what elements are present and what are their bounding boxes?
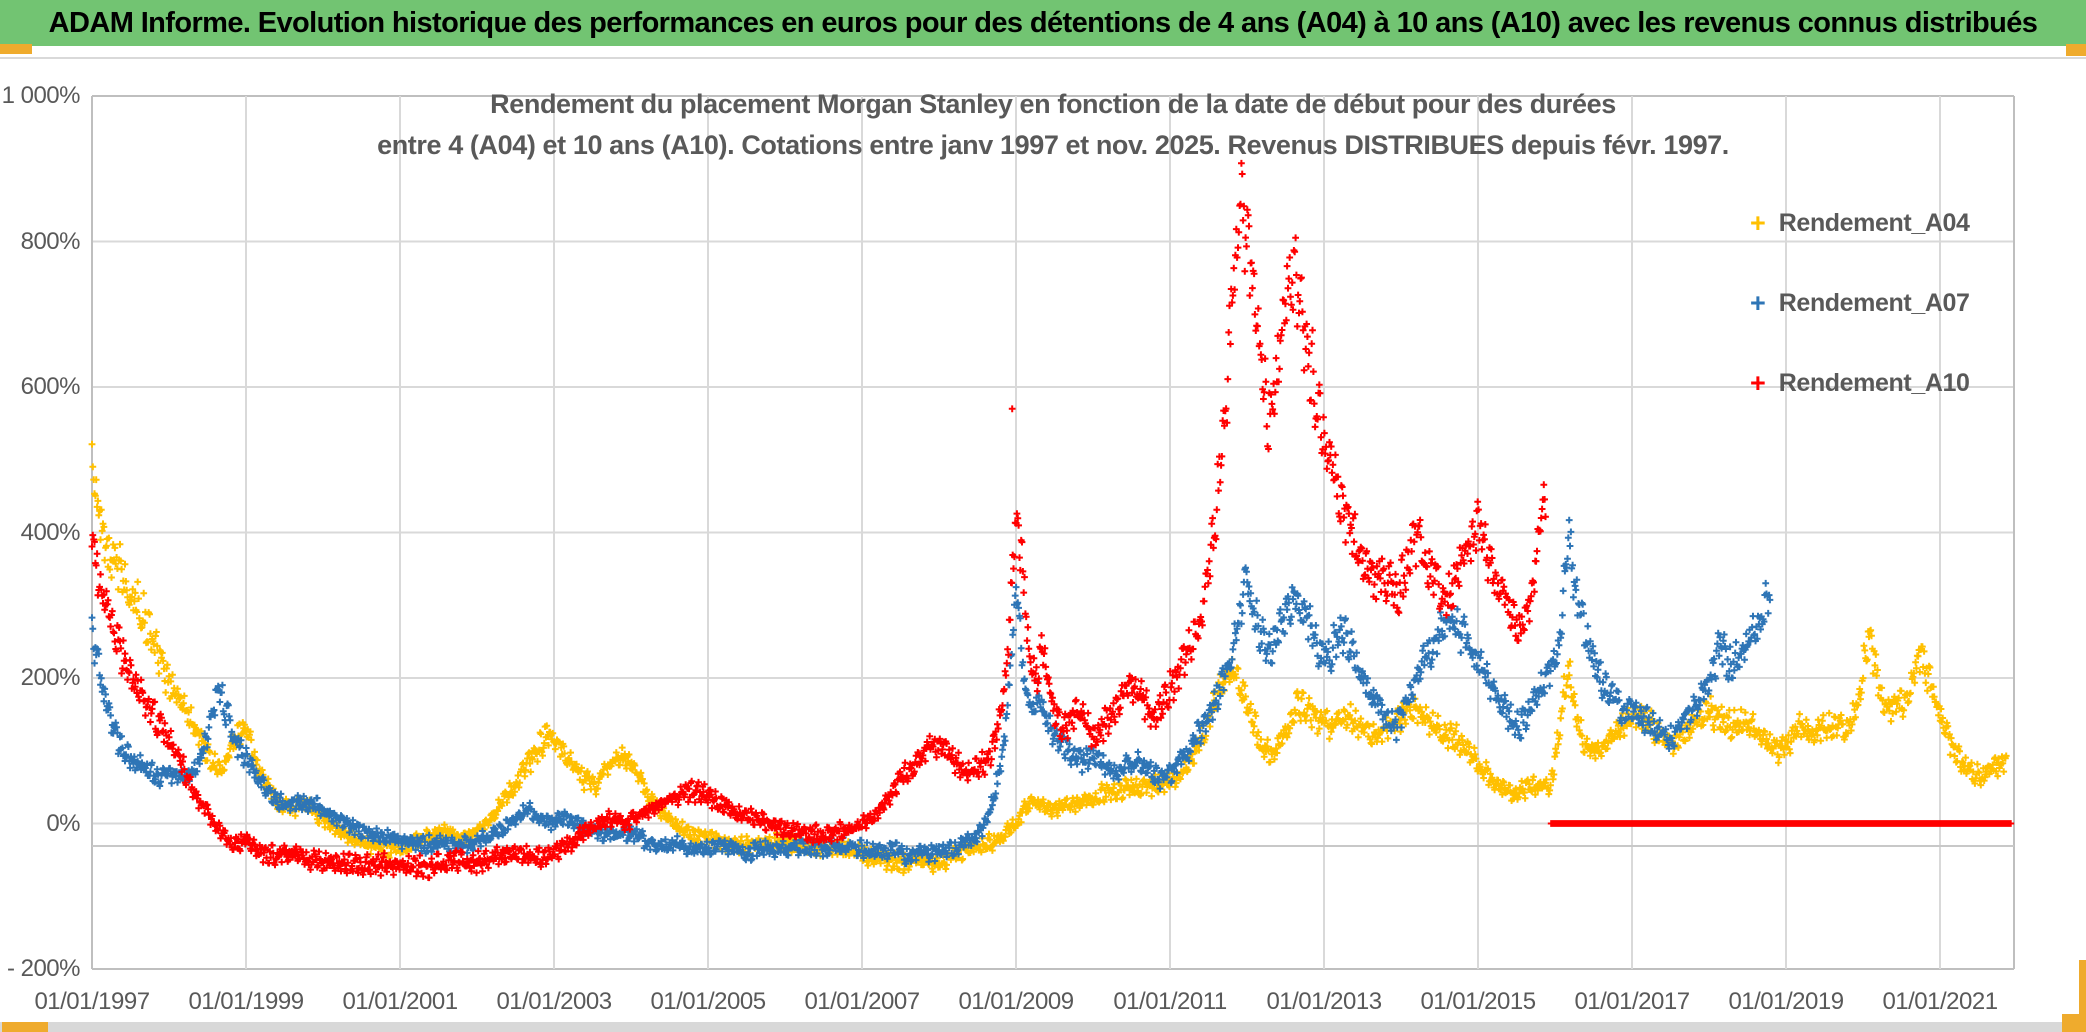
gold-accent-top-left: [0, 44, 32, 54]
y-axis-tick: 400%: [20, 518, 81, 546]
chart-title: Rendement du placement Morgan Stanley en…: [92, 84, 2014, 166]
banner-title: ADAM Informe. Evolution historique des p…: [48, 7, 2038, 39]
x-axis-tick: 01/01/2009: [958, 988, 1074, 1015]
legend-label: Rendement_A07: [1778, 289, 1970, 317]
series-rendement_a04: [88, 440, 2010, 877]
legend-marker-icon: +: [1750, 368, 1766, 398]
gold-accent-bottom-right: [2062, 1014, 2086, 1032]
x-axis-tick: 01/01/2017: [1574, 988, 1690, 1015]
gold-accent-top-right: [2066, 44, 2086, 56]
bottom-scrollbar[interactable]: [0, 1022, 2086, 1032]
series-rendement_a10: [88, 159, 2015, 882]
x-axis-tick: 01/01/1997: [34, 988, 150, 1015]
x-axis-tick: 01/01/2013: [1266, 988, 1382, 1015]
y-axis-tick: - 200%: [6, 955, 81, 982]
y-axis-tick: 800%: [20, 227, 81, 255]
series-rendement_a07: [88, 516, 1774, 868]
banner-divider: [0, 57, 2086, 59]
legend-marker-icon: +: [1750, 208, 1766, 238]
legend-item-rendement_a10: + Rendement_A10: [1750, 366, 1970, 400]
legend-item-rendement_a07: + Rendement_A07: [1750, 286, 1970, 320]
x-axis-tick: 01/01/1999: [188, 988, 304, 1015]
scrollbar-thumb[interactable]: [2, 1022, 48, 1032]
x-axis-tick: 01/01/2003: [496, 988, 612, 1015]
x-axis-tick: 01/01/2019: [1728, 988, 1844, 1015]
legend-marker-icon: +: [1750, 288, 1766, 318]
y-axis-tick: 0%: [46, 809, 80, 837]
x-axis-tick: 01/01/2021: [1882, 988, 1998, 1015]
legend-label: Rendement_A04: [1778, 209, 1970, 237]
x-axis-tick: 01/01/2011: [1113, 988, 1227, 1015]
chart-title-line2: entre 4 (A04) et 10 ans (A10). Cotations…: [377, 130, 1729, 160]
gold-accent-right-strip: [2079, 960, 2086, 1032]
x-axis-tick: 01/01/2015: [1420, 988, 1536, 1015]
legend-label: Rendement_A10: [1778, 369, 1970, 397]
x-axis-tick: 01/01/2001: [342, 988, 458, 1015]
x-axis-tick: 01/01/2007: [804, 988, 920, 1015]
x-axis-tick: 01/01/2005: [650, 988, 766, 1015]
legend-item-rendement_a04: + Rendement_A04: [1750, 206, 1970, 240]
data-series: [88, 159, 2015, 882]
y-axis-tick: 600%: [20, 373, 81, 400]
banner: ADAM Informe. Evolution historique des p…: [0, 0, 2086, 46]
y-axis-tick: 200%: [20, 664, 81, 691]
y-axis-tick: 1 000%: [1, 82, 81, 109]
chart-title-line1: Rendement du placement Morgan Stanley en…: [490, 89, 1616, 119]
